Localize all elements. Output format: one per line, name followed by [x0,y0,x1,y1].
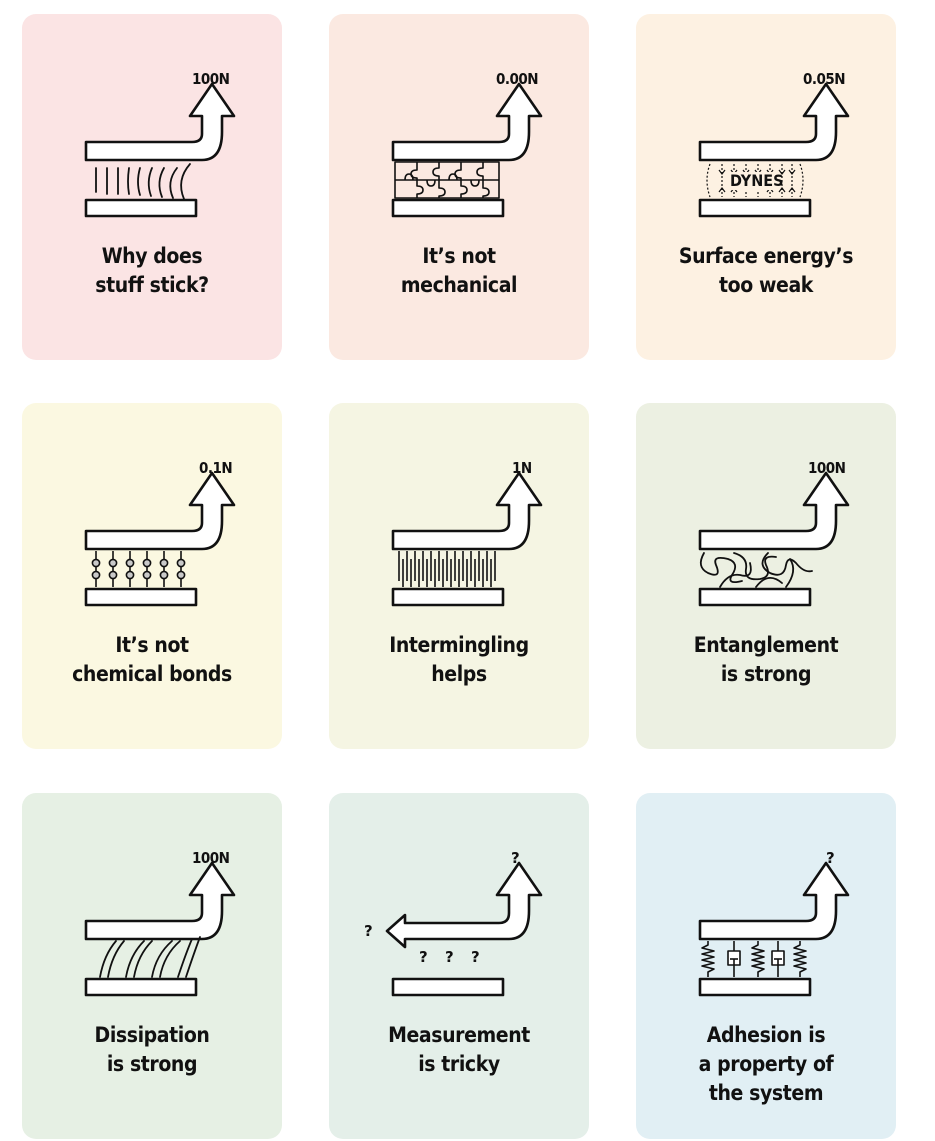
caption-line: Measurement [388,1023,530,1047]
force-label: 100N [808,459,846,477]
question-mark: ? [826,849,835,867]
interlocking-puzzle-layer [394,161,500,199]
substrate-plate [84,198,198,218]
peel-test-illustration [698,82,850,218]
question-mark: ? [511,849,520,867]
caption-line: chemical bonds [72,662,232,686]
peeling-film-arrow [698,861,850,941]
peel-test-illustration [391,471,543,607]
caption-line: helps [431,662,487,686]
caption-line: Entanglement [693,633,839,657]
caption-line: is tricky [418,1052,500,1076]
peel-test-illustration [698,471,850,607]
question-mark: ? [419,948,428,966]
card-measurement: ? ? ? ? ? Measurement is tricky [329,793,589,1139]
peeling-film-arrow [698,471,850,551]
card-caption: Intermingling helps [329,631,589,689]
card-caption: Surface energy’s too weak [636,242,896,300]
caption-line: Why does [101,244,203,268]
peeling-film-arrow [84,861,236,941]
caption-line: is strong [720,662,812,686]
substrate-plate [84,587,198,607]
peel-test-illustration [84,82,236,218]
card-not-chemical-bonds: 0.1N It’s not chemical bonds [22,403,282,749]
peeling-film-arrow [391,471,543,551]
substrate-plate [391,977,505,997]
card-entanglement: 100N Entanglement is strong [636,403,896,749]
peeling-film-arrow [84,471,236,551]
dynes-label: DYNES [730,171,784,190]
caption-line: is strong [106,1052,198,1076]
peel-test-illustration [84,861,236,997]
chemical-bond-chains [91,551,186,587]
caption-line: Intermingling [389,633,529,657]
caption-line: Dissipation [94,1023,210,1047]
card-dissipation: 100N Dissipation is strong [22,793,282,1139]
stretched-fibrils [99,936,201,978]
caption-line: Adhesion is [706,1023,826,1047]
caption-line: too weak [719,273,813,297]
peel-test-illustration [385,861,543,997]
card-adhesion-system: ? Adhesion is a property of the system [636,793,896,1139]
force-label: 100N [192,849,230,867]
double-direction-arrow [385,861,543,949]
card-caption: Entanglement is strong [636,631,896,689]
peel-test-illustration [698,861,850,997]
card-caption: Adhesion is a property of the system [636,1021,896,1108]
peel-test-illustration [391,82,543,218]
peeling-film-arrow [391,82,543,162]
entangled-chains [699,552,813,588]
peeling-film-arrow [698,82,850,162]
force-label: 1N [512,459,532,477]
card-caption: Dissipation is strong [22,1021,282,1079]
caption-line: the system [708,1081,824,1105]
springs-and-dashpots [701,941,807,977]
peeling-film-arrow [84,82,236,162]
dynes-label-backdrop [731,172,779,190]
caption-line: a property of [698,1052,834,1076]
card-caption: Why does stuff stick? [22,242,282,300]
caption-line: It’s not [422,244,496,268]
substrate-plate [391,198,505,218]
card-why-does-stuff-stick: 100N Why does stuff stick? [22,14,282,360]
card-not-mechanical: 0.00N It’s not mechanical [329,14,589,360]
substrate-plate [84,977,198,997]
question-mark: ? [364,922,373,940]
substrate-plate [698,977,812,997]
substrate-plate [391,587,505,607]
substrate-plate [698,198,812,218]
force-label: 0.00N [496,70,539,88]
card-surface-energy: DYNES 0.05N Surface energy’s too weak [636,14,896,360]
interdigitated-chains [398,551,496,587]
caption-line: Surface energy’s [678,244,854,268]
force-label: 100N [192,70,230,88]
force-label: 0.05N [803,70,846,88]
card-caption: It’s not mechanical [329,242,589,300]
card-caption: It’s not chemical bonds [22,631,282,689]
question-mark: ? [471,948,480,966]
peel-test-illustration [84,471,236,607]
caption-line: mechanical [400,273,518,297]
caption-line: stuff stick? [95,273,209,297]
question-mark: ? [445,948,454,966]
substrate-plate [698,587,812,607]
caption-line: It’s not [115,633,189,657]
card-intermingling: 1N Intermingling helps [329,403,589,749]
card-caption: Measurement is tricky [329,1021,589,1079]
field-lines [95,163,191,200]
force-label: 0.1N [199,459,233,477]
